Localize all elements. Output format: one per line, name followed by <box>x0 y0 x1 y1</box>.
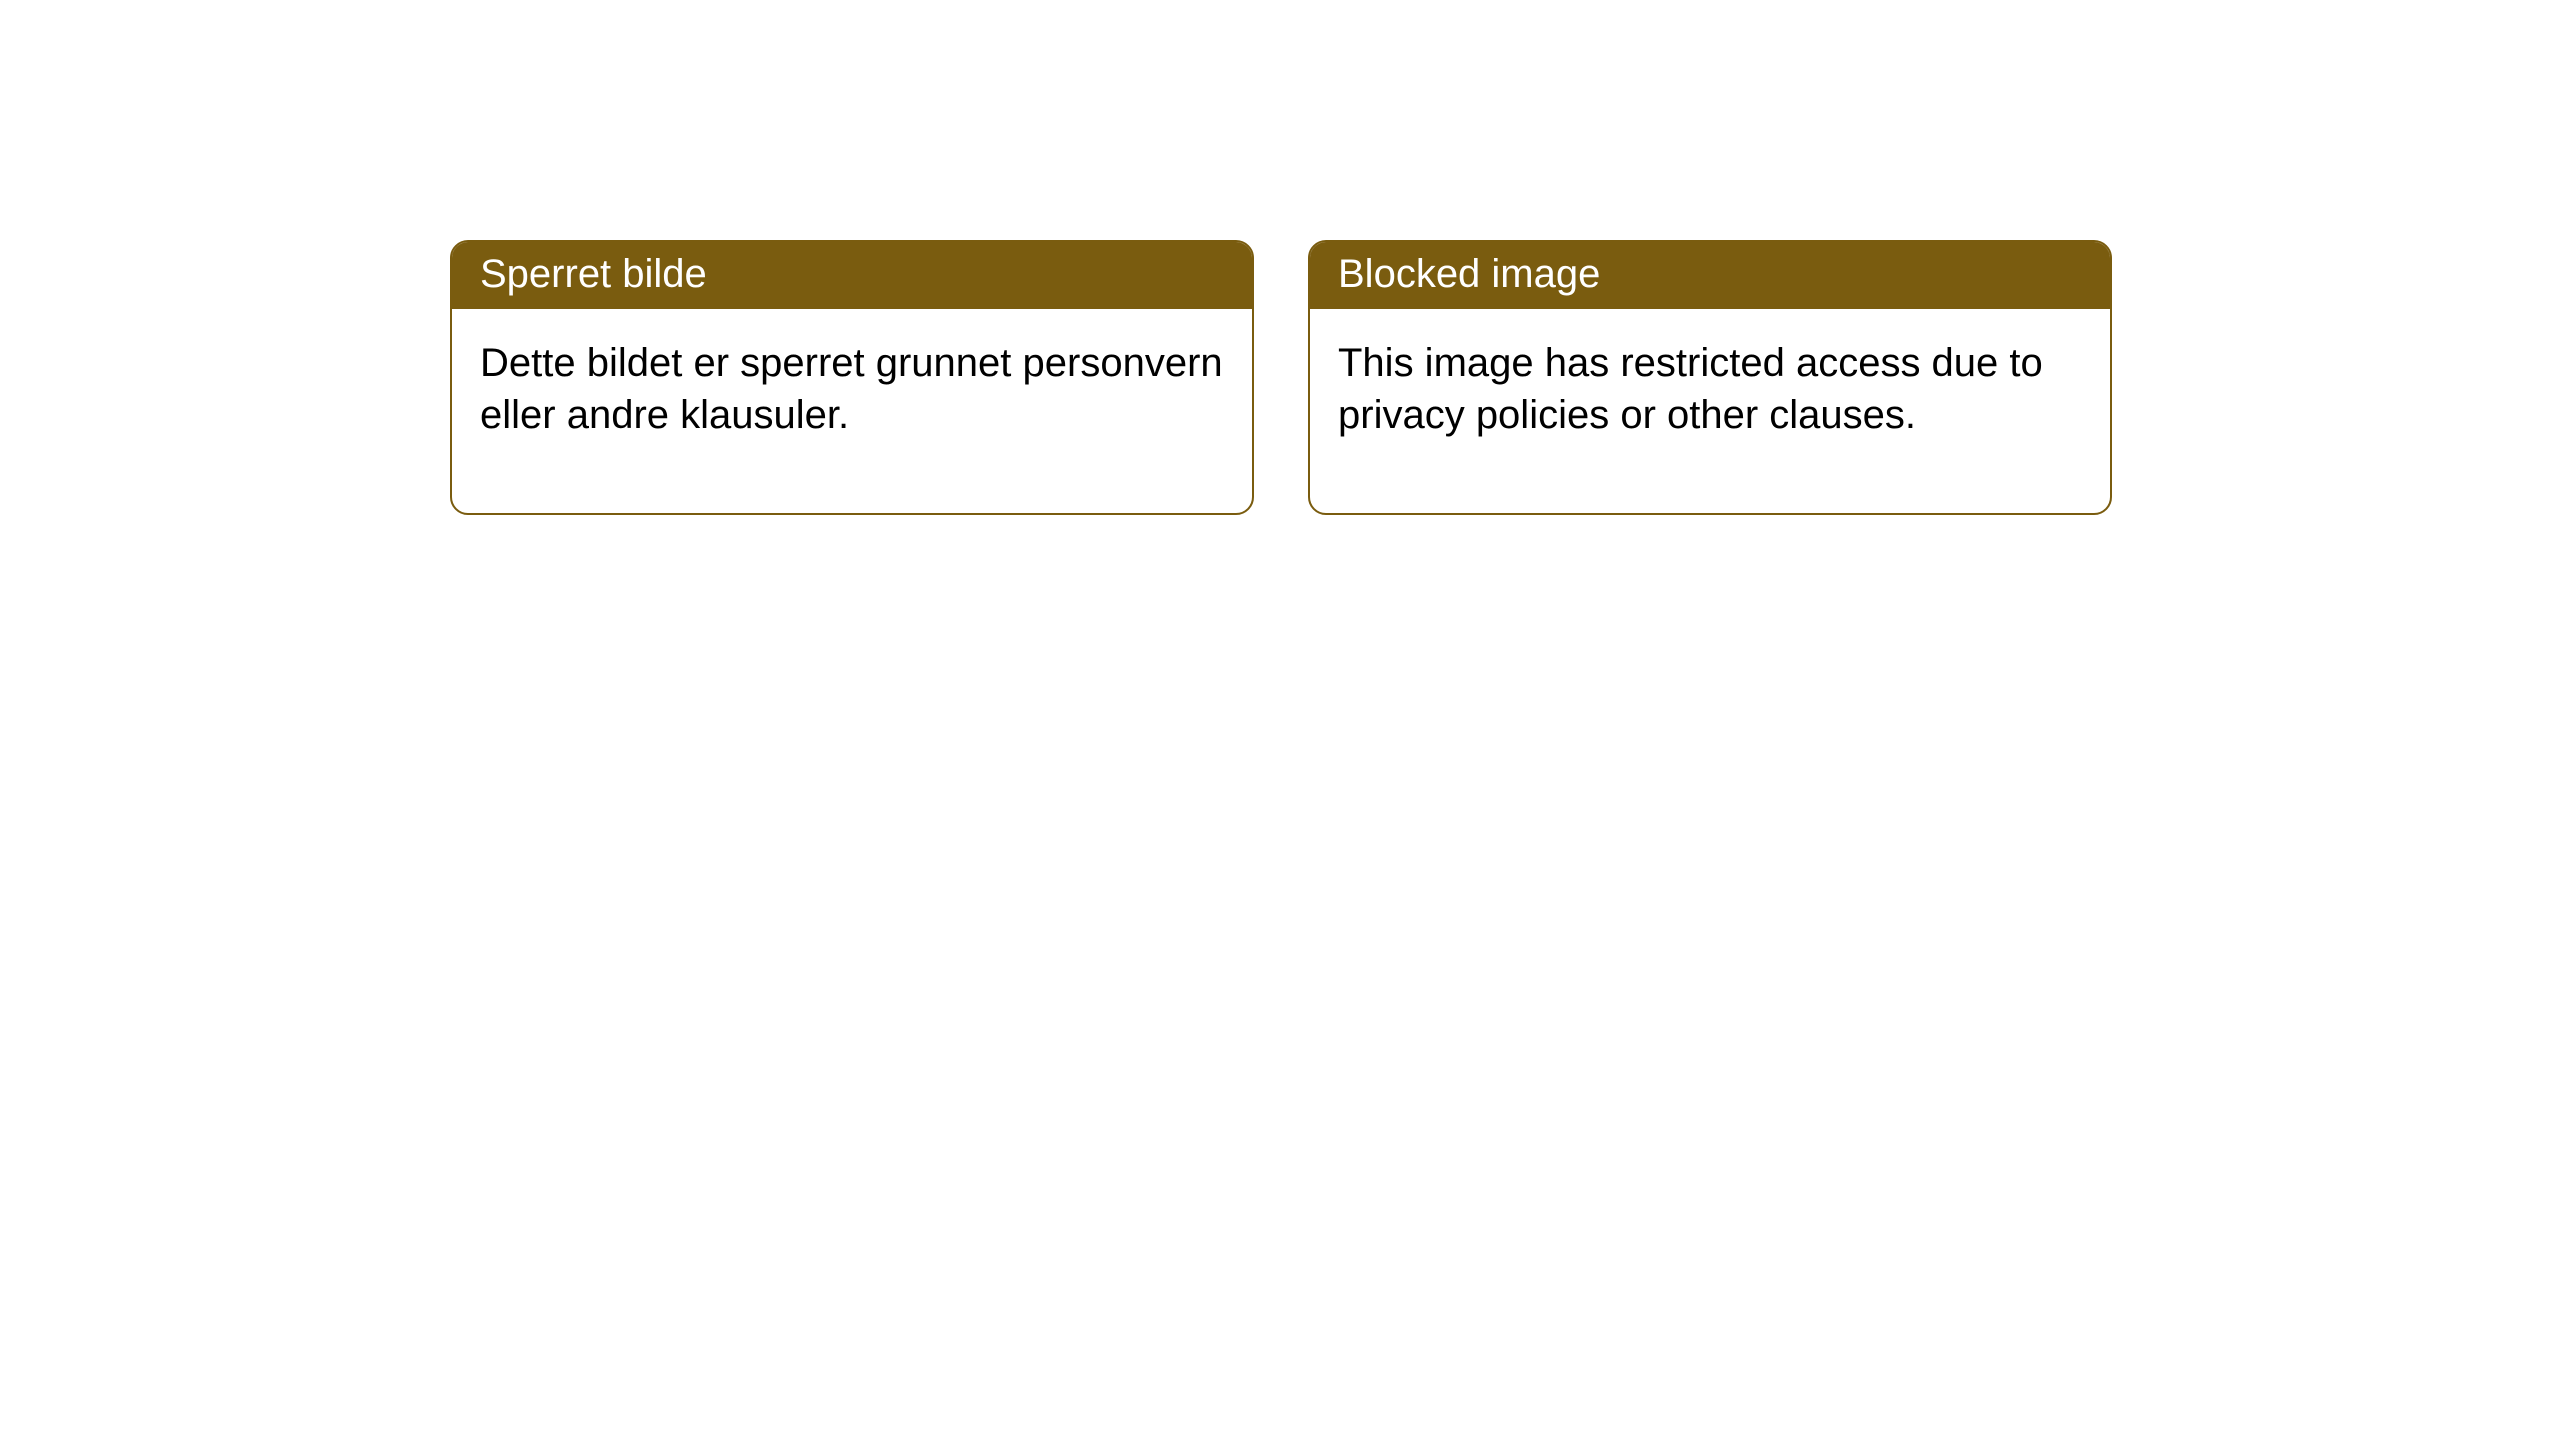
card-body: This image has restricted access due to … <box>1310 309 2110 513</box>
card-body: Dette bildet er sperret grunnet personve… <box>452 309 1252 513</box>
notice-card-norwegian: Sperret bilde Dette bildet er sperret gr… <box>450 240 1254 515</box>
card-title: Sperret bilde <box>480 252 707 296</box>
card-header: Sperret bilde <box>452 242 1252 309</box>
card-header: Blocked image <box>1310 242 2110 309</box>
card-title: Blocked image <box>1338 252 1600 296</box>
notice-cards-container: Sperret bilde Dette bildet er sperret gr… <box>450 240 2560 515</box>
card-body-text: This image has restricted access due to … <box>1338 341 2043 437</box>
notice-card-english: Blocked image This image has restricted … <box>1308 240 2112 515</box>
card-body-text: Dette bildet er sperret grunnet personve… <box>480 341 1223 437</box>
